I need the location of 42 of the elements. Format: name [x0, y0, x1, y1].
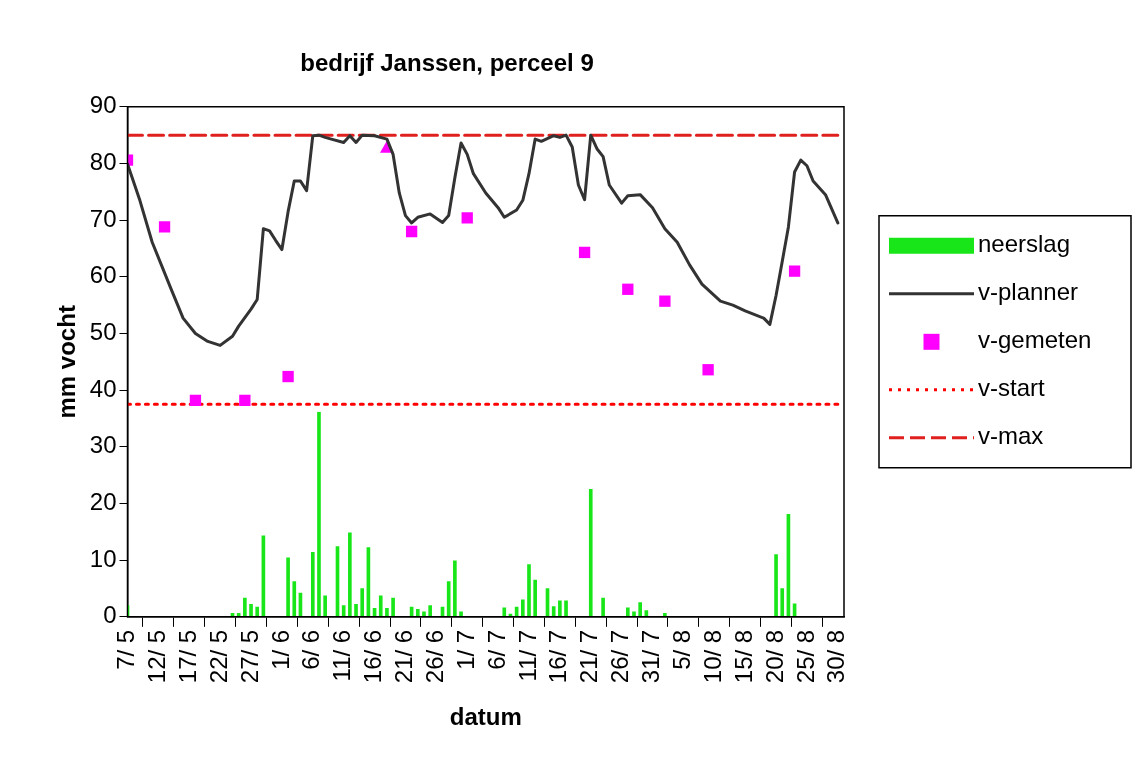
chart-title: bedrijf Janssen, perceel 9: [300, 49, 594, 77]
x-tick-label: 6/ 7: [482, 629, 510, 670]
legend-label: v-max: [978, 422, 1044, 450]
x-tick-label: 21/ 7: [575, 629, 603, 684]
x-tick-label: 21/ 6: [390, 629, 418, 684]
y-axis-title: mm vocht: [53, 305, 81, 419]
x-tick-label: 16/ 6: [359, 629, 387, 684]
y-tick-label: 70: [89, 204, 117, 232]
x-tick-label: 25/ 8: [791, 629, 819, 684]
x-tick-label: 7/ 5: [112, 629, 140, 670]
legend-label: neerslag: [978, 230, 1071, 258]
x-tick-label: 11/ 7: [513, 629, 541, 682]
x-tick-label: 16/ 7: [544, 629, 572, 684]
x-tick-label: 1/ 6: [266, 629, 294, 670]
y-tick-label: 50: [89, 318, 117, 346]
x-tick-label: 11/ 6: [328, 629, 356, 682]
y-tick-label: 20: [89, 488, 117, 516]
y-tick-label: 10: [89, 544, 117, 572]
x-tick-label: 10/ 8: [698, 629, 726, 684]
y-tick-label: 40: [89, 374, 117, 402]
y-tick-label: 0: [103, 601, 117, 629]
x-tick-label: 17/ 5: [173, 629, 201, 684]
y-tick-label: 60: [89, 261, 117, 289]
y-tick-label: 30: [89, 431, 117, 459]
x-tick-label: 5/ 8: [668, 629, 696, 670]
x-tick-label: 6/ 6: [297, 629, 325, 670]
y-tick-label: 90: [89, 91, 117, 119]
x-tick-label: 26/ 7: [606, 629, 634, 684]
legend-label: v-gemeten: [978, 326, 1092, 354]
legend-label: v-start: [978, 374, 1045, 402]
x-axis-title: datum: [449, 703, 522, 731]
x-tick-label: 31/ 7: [637, 629, 665, 684]
x-tick-label: 20/ 8: [760, 629, 788, 684]
x-tick-label: 30/ 8: [822, 629, 850, 684]
x-tick-label: 1/ 7: [451, 629, 479, 670]
x-tick-label: 15/ 8: [729, 629, 757, 684]
legend-label: v-planner: [978, 278, 1079, 306]
x-tick-label: 27/ 5: [235, 629, 263, 684]
x-tick-label: 22/ 5: [204, 629, 232, 684]
x-tick-label: 26/ 6: [420, 629, 448, 684]
y-tick-label: 80: [89, 148, 117, 176]
x-tick-label: 12/ 5: [143, 629, 170, 684]
